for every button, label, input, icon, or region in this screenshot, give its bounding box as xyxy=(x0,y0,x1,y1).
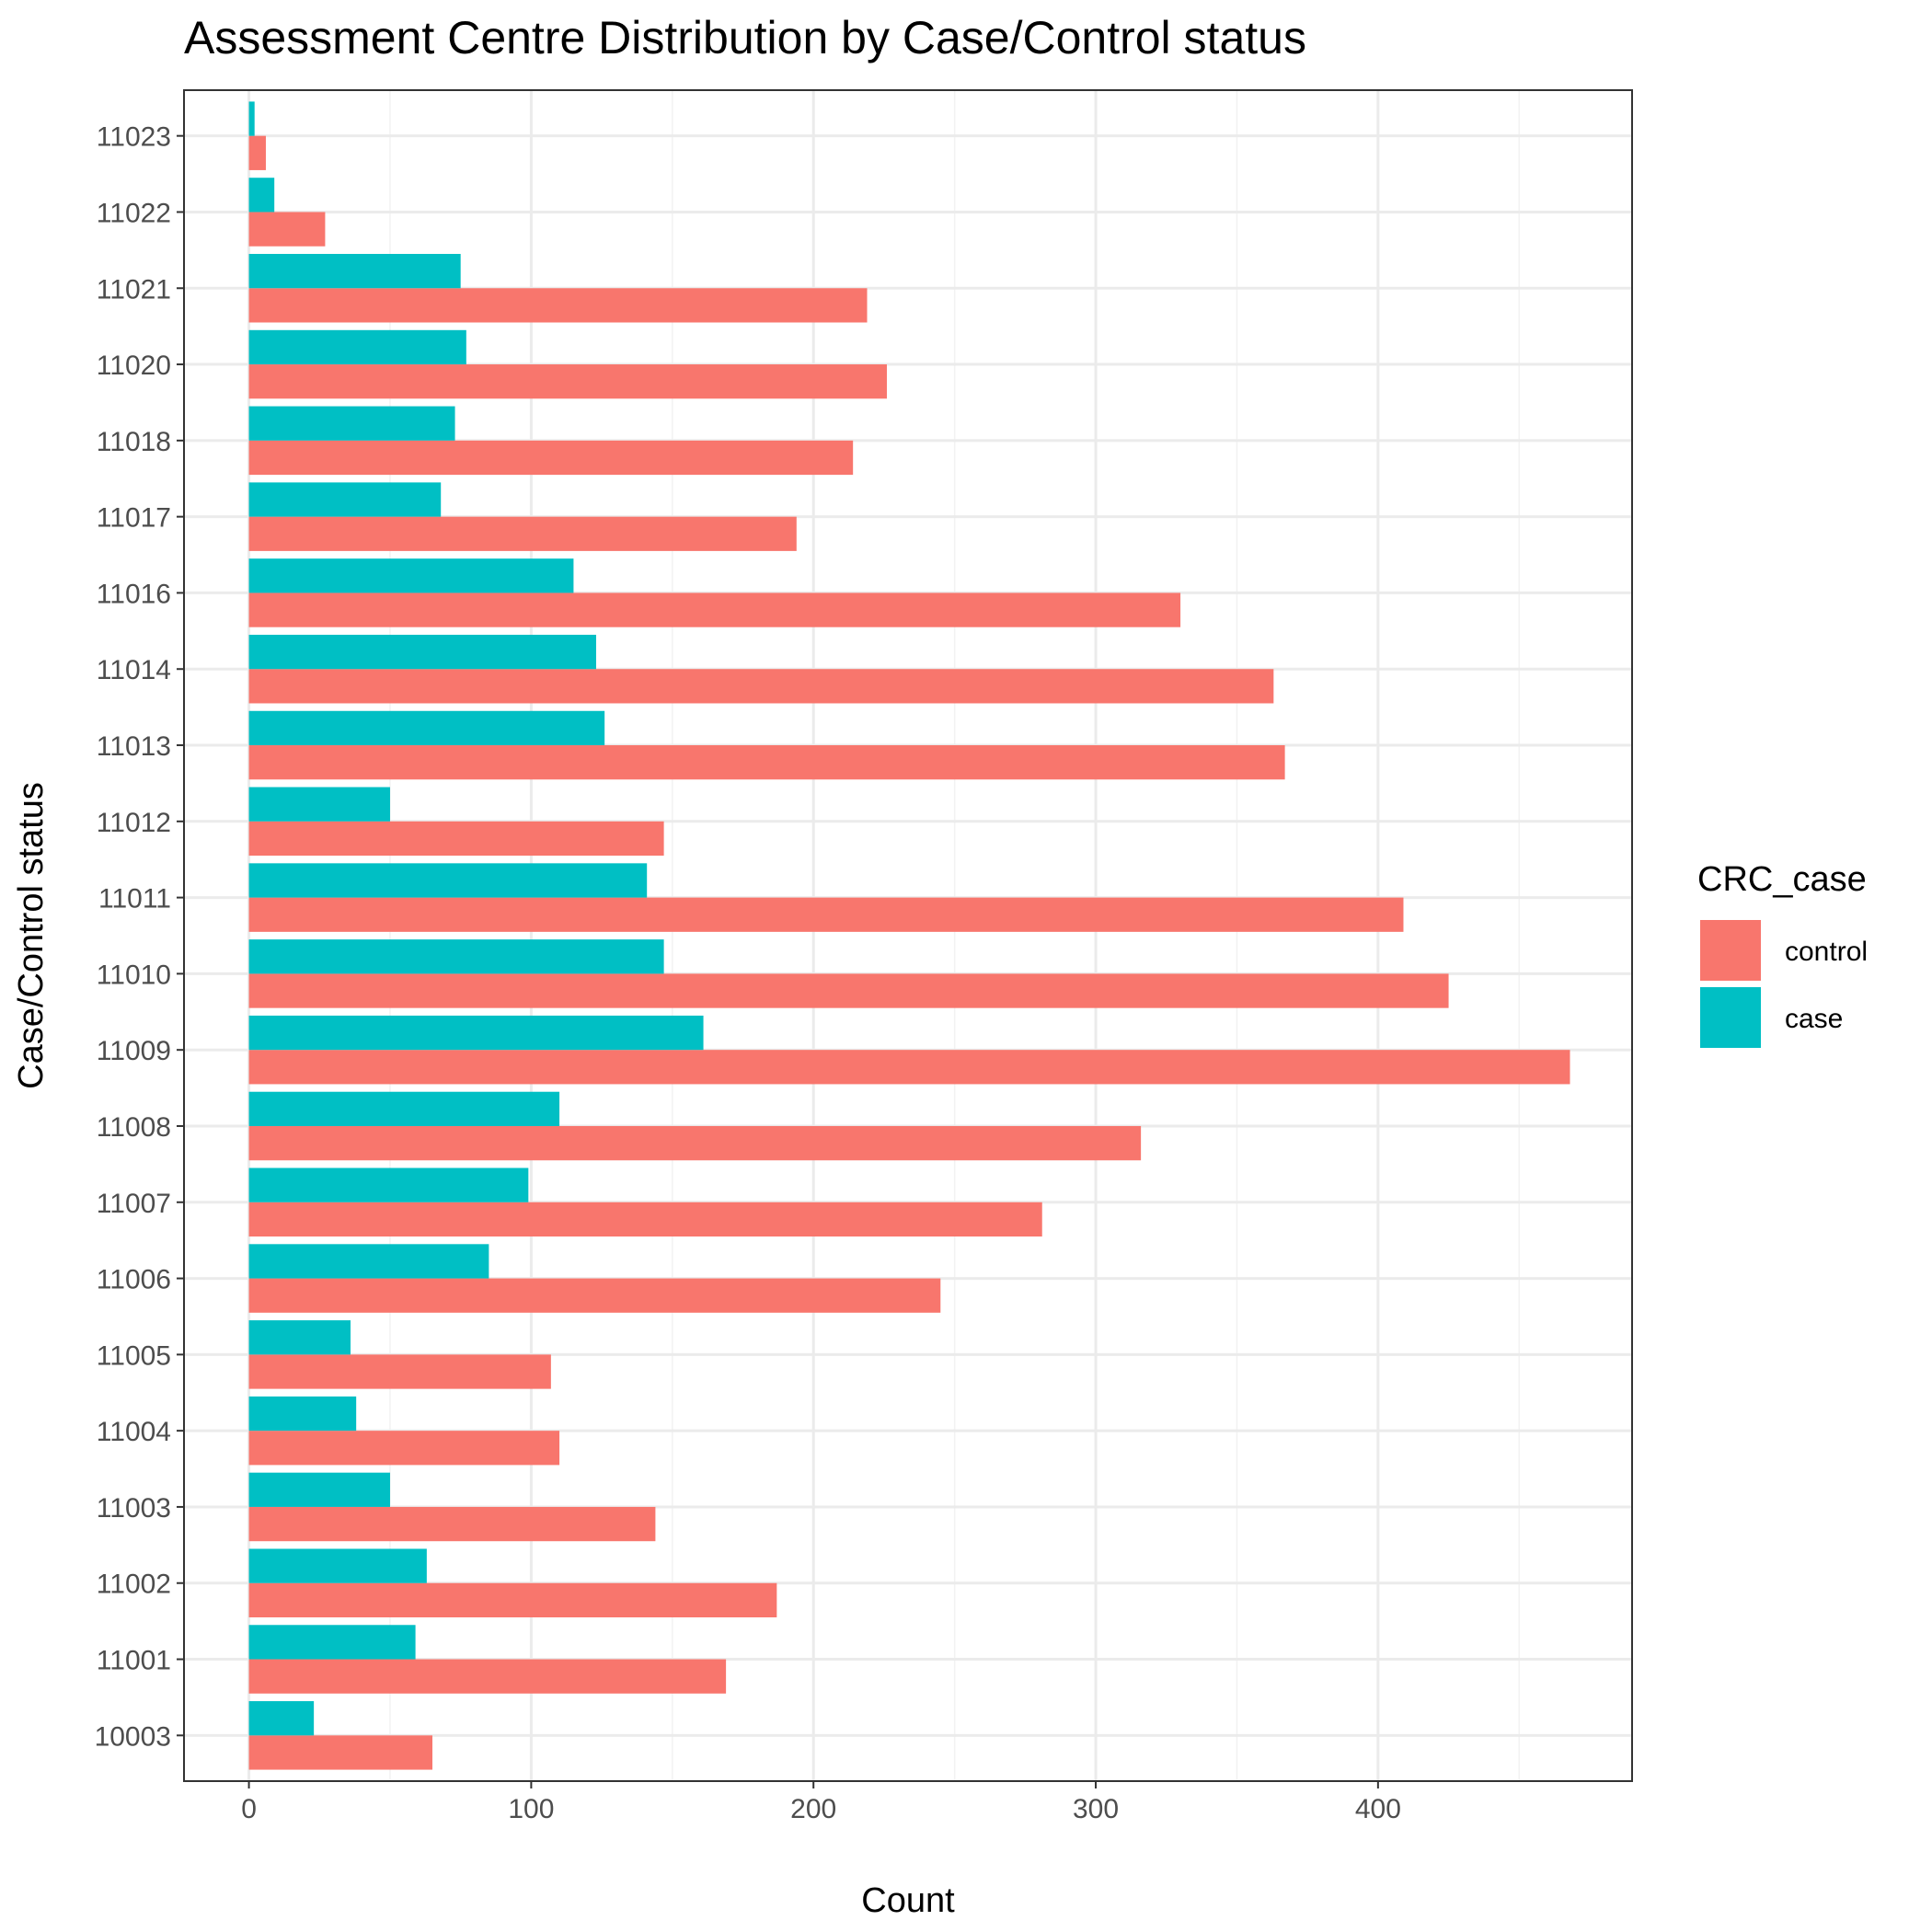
legend-swatch-case xyxy=(1700,987,1761,1048)
bar-control-11003 xyxy=(248,1506,656,1542)
y-tick-label: 11012 xyxy=(97,808,171,838)
y-tick-label: 11023 xyxy=(97,122,171,153)
x-tick-label: 300 xyxy=(1073,1794,1119,1824)
bar-control-10003 xyxy=(248,1735,433,1770)
bar-control-11022 xyxy=(248,212,326,247)
x-tick-label: 400 xyxy=(1355,1794,1401,1824)
bar-control-11014 xyxy=(248,669,1274,704)
bar-case-11007 xyxy=(248,1167,529,1202)
bar-control-11011 xyxy=(248,897,1404,932)
bar-case-11006 xyxy=(248,1244,489,1279)
bar-case-11017 xyxy=(248,482,442,517)
chart-title: Assessment Centre Distribution by Case/C… xyxy=(184,12,1306,63)
bar-control-11005 xyxy=(248,1354,551,1389)
y-tick-label: 11002 xyxy=(97,1570,171,1600)
legend-label-control: control xyxy=(1785,937,1868,967)
y-tick-label: 11022 xyxy=(97,198,171,228)
bar-case-11012 xyxy=(248,787,390,822)
bar-case-10003 xyxy=(248,1701,315,1736)
bar-case-11021 xyxy=(248,254,461,289)
bar-control-11009 xyxy=(248,1050,1570,1085)
y-tick-label: 11008 xyxy=(97,1112,171,1143)
bar-control-11016 xyxy=(248,592,1181,627)
bar-case-11016 xyxy=(248,558,574,593)
bar-control-11023 xyxy=(248,135,266,170)
bar-control-11021 xyxy=(248,288,868,323)
legend: CRC_case control case xyxy=(1697,860,1868,1048)
y-tick-label: 10003 xyxy=(95,1721,171,1752)
bar-control-11002 xyxy=(248,1582,777,1617)
bar-case-11018 xyxy=(248,406,455,441)
bar-control-11004 xyxy=(248,1431,560,1466)
y-tick-label: 11001 xyxy=(97,1646,171,1676)
bar-control-11012 xyxy=(248,821,664,857)
bar-case-11003 xyxy=(248,1472,390,1507)
legend-swatch-control xyxy=(1700,920,1761,981)
y-tick-label: 11004 xyxy=(97,1417,171,1447)
bar-case-11010 xyxy=(248,939,664,974)
x-tick-label: 200 xyxy=(790,1794,836,1824)
bar-control-11008 xyxy=(248,1125,1142,1161)
legend-label-case: case xyxy=(1785,1004,1843,1034)
bar-case-11022 xyxy=(248,178,275,213)
bar-case-11011 xyxy=(248,863,648,898)
y-tick-label: 11017 xyxy=(97,503,171,534)
bar-case-11001 xyxy=(248,1625,416,1660)
x-tick-label: 100 xyxy=(508,1794,554,1824)
bar-control-11017 xyxy=(248,516,797,551)
bar-case-11020 xyxy=(248,329,466,365)
y-tick-label: 11020 xyxy=(97,351,171,381)
panel-border xyxy=(183,89,1633,1782)
bar-case-11009 xyxy=(248,1015,704,1051)
y-tick-label: 11016 xyxy=(97,579,171,609)
bar-control-11020 xyxy=(248,364,887,399)
x-tick-label: 0 xyxy=(241,1794,257,1824)
y-tick-label: 11013 xyxy=(97,731,171,762)
bar-case-11014 xyxy=(248,634,596,670)
y-tick-label: 11010 xyxy=(97,960,171,990)
y-tick-label: 11014 xyxy=(97,655,171,685)
axis-layer: 10003 11001 11002 11003 11004 11005 11006 11007… xyxy=(95,122,1401,1824)
bar-control-11010 xyxy=(248,973,1449,1008)
y-axis-title: Case/Control status xyxy=(12,782,51,1089)
bar-case-11023 xyxy=(248,101,255,136)
y-tick-label: 11005 xyxy=(97,1340,171,1371)
bars-layer xyxy=(248,101,1570,1770)
legend-items: control case xyxy=(1700,920,1868,1048)
bar-case-11005 xyxy=(248,1320,351,1355)
bar-control-11013 xyxy=(248,745,1285,780)
y-tick-label: 11018 xyxy=(97,427,171,457)
bar-case-11008 xyxy=(248,1091,560,1126)
bar-case-11002 xyxy=(248,1548,427,1583)
bar-case-11004 xyxy=(248,1396,357,1432)
legend-title: CRC_case xyxy=(1697,860,1867,899)
bar-case-11013 xyxy=(248,710,605,746)
y-tick-label: 11007 xyxy=(97,1189,171,1219)
bar-control-11007 xyxy=(248,1202,1042,1237)
x-axis-title: Count xyxy=(861,1881,955,1920)
y-tick-label: 11006 xyxy=(97,1265,171,1295)
y-tick-label: 11003 xyxy=(97,1493,171,1524)
y-tick-label: 11021 xyxy=(97,274,171,305)
bar-control-11006 xyxy=(248,1278,941,1313)
y-tick-label: 11009 xyxy=(97,1036,171,1066)
y-tick-label: 11011 xyxy=(98,884,171,914)
bar-control-11018 xyxy=(248,440,854,476)
bar-control-11001 xyxy=(248,1659,727,1694)
